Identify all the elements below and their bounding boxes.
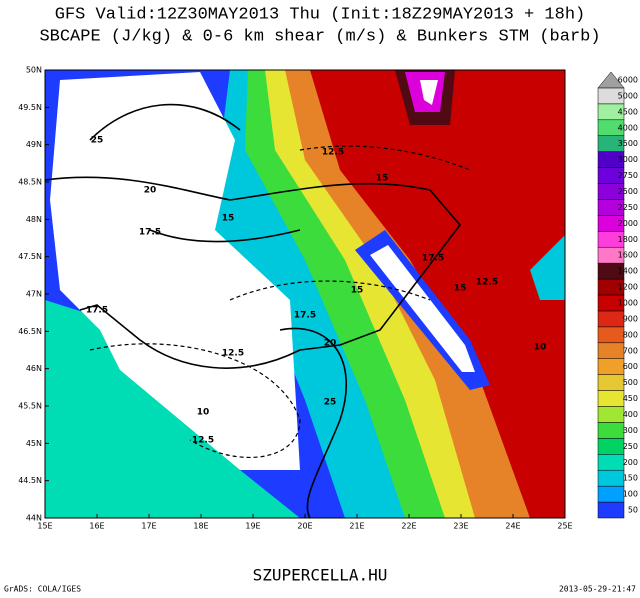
colorbar-label: 400 [623, 410, 638, 419]
colorbar-label: 500 [623, 378, 638, 387]
contour-labels: 25 20 17.5 15 17.5 12.5 10 12.5 25 20 17… [86, 136, 546, 446]
colorbar-box [597, 422, 625, 439]
colorbar-label: 200 [623, 458, 638, 467]
colorbar-label: 450 [623, 394, 638, 403]
colorbar-label: 800 [623, 330, 638, 339]
contour-label: 10 [534, 343, 547, 353]
lon-label: 17E [141, 522, 156, 531]
colorbar-box [597, 501, 625, 519]
contour-label: 12.5 [192, 436, 214, 446]
colorbar-label: 1400 [618, 267, 638, 276]
contour-label: 17.5 [86, 306, 108, 316]
lon-label: 18E [193, 522, 208, 531]
colorbar-box [597, 326, 625, 344]
colorbar-label: 1200 [618, 283, 638, 292]
colorbar-label: 3000 [618, 155, 638, 164]
lat-label: 46.5N [18, 327, 42, 336]
colorbar-box [597, 342, 625, 359]
colorbar-box [597, 406, 625, 423]
lon-label: 20E [297, 522, 312, 531]
contour-label: 17.5 [139, 228, 161, 238]
contour-label: 12.5 [476, 278, 498, 288]
lat-label: 44.5N [18, 476, 42, 485]
lon-label: 19E [245, 522, 260, 531]
colorbar-label: 1600 [618, 251, 638, 260]
colorbar-box [597, 358, 625, 375]
contour-label: 15 [376, 174, 389, 184]
colorbar-label: 2250 [618, 203, 638, 212]
colorbar-label: 6000 [618, 75, 638, 84]
colorbar-label: 600 [623, 362, 638, 371]
contour-label: 12.5 [222, 349, 244, 359]
map-field [45, 70, 565, 518]
colorbar-label: 2500 [618, 187, 638, 196]
colorbar-label: 100 [623, 490, 638, 499]
title-line-1: GFS Valid:12Z30MAY2013 Thu (Init:18Z29MA… [55, 5, 586, 24]
colorbar-label: 2000 [618, 219, 638, 228]
colorbar-label: 4000 [618, 123, 638, 132]
colorbar-label: 5000 [618, 91, 638, 100]
lat-label: 47N [26, 290, 42, 299]
contour-label: 15 [222, 214, 235, 224]
lat-label: 48N [26, 215, 42, 224]
contour-label: 20 [324, 339, 337, 349]
colorbar-box [597, 469, 625, 487]
contour-label: 10 [197, 408, 210, 418]
lat-label: 45N [26, 439, 42, 448]
lon-label: 22E [401, 522, 416, 531]
contour-label: 20 [144, 186, 157, 196]
colorbar-label: 1000 [618, 298, 638, 307]
contour-label: 15 [351, 286, 364, 296]
lon-label: 16E [89, 522, 104, 531]
colorbar-cap [597, 71, 625, 89]
title-line-2: SBCAPE (J/kg) & 0-6 km shear (m/s) & Bun… [39, 27, 600, 46]
lat-label: 45.5N [18, 402, 42, 411]
lon-label: 25E [557, 522, 572, 531]
lon-label: 23E [453, 522, 468, 531]
colorbar-box [597, 310, 625, 328]
credit: GrADS: COLA/IGES [4, 585, 81, 594]
colorbar-label: 250 [623, 442, 638, 451]
colorbar-box [597, 454, 625, 471]
colorbar-box [597, 485, 625, 503]
timestamp: 2013-05-29-21:47 [559, 585, 636, 594]
lat-label: 46N [26, 364, 42, 373]
contour-label: 12.5 [322, 148, 344, 158]
colorbar-box [597, 390, 625, 407]
contour-label: 17.5 [422, 254, 444, 264]
colorbar-label: 50 [628, 506, 638, 515]
lon-label: 21E [349, 522, 364, 531]
colorbar-label: 150 [623, 474, 638, 483]
colorbar-label: 700 [623, 346, 638, 355]
lat-label: 47.5N [18, 252, 42, 261]
colorbar-label: 2750 [618, 171, 638, 180]
colorbar-label: 3500 [618, 139, 638, 148]
lat-label: 50N [26, 66, 42, 75]
lat-label: 48.5N [18, 178, 42, 187]
contour-label: 15 [454, 284, 467, 294]
colorbar-box [597, 374, 625, 391]
colorbar-label: 4500 [618, 107, 638, 116]
lat-label: 44N [26, 514, 42, 523]
lat-label: 49N [26, 140, 42, 149]
contour-label: 17.5 [294, 311, 316, 321]
colorbar: 50 100 150 200 250 300 400 450 500 600 700 800 900 10… [597, 71, 638, 519]
colorbar-label: 900 [623, 314, 638, 323]
lon-label: 15E [37, 522, 52, 531]
colorbar-label: 300 [623, 426, 638, 435]
contour-label: 25 [324, 398, 337, 408]
site-name: SZUPERCELLA.HU [253, 566, 388, 585]
colorbar-label: 1800 [618, 235, 638, 244]
lon-label: 24E [505, 522, 520, 531]
colorbar-box [597, 438, 625, 455]
contour-label: 25 [91, 136, 104, 146]
lat-label: 49.5N [18, 103, 42, 112]
